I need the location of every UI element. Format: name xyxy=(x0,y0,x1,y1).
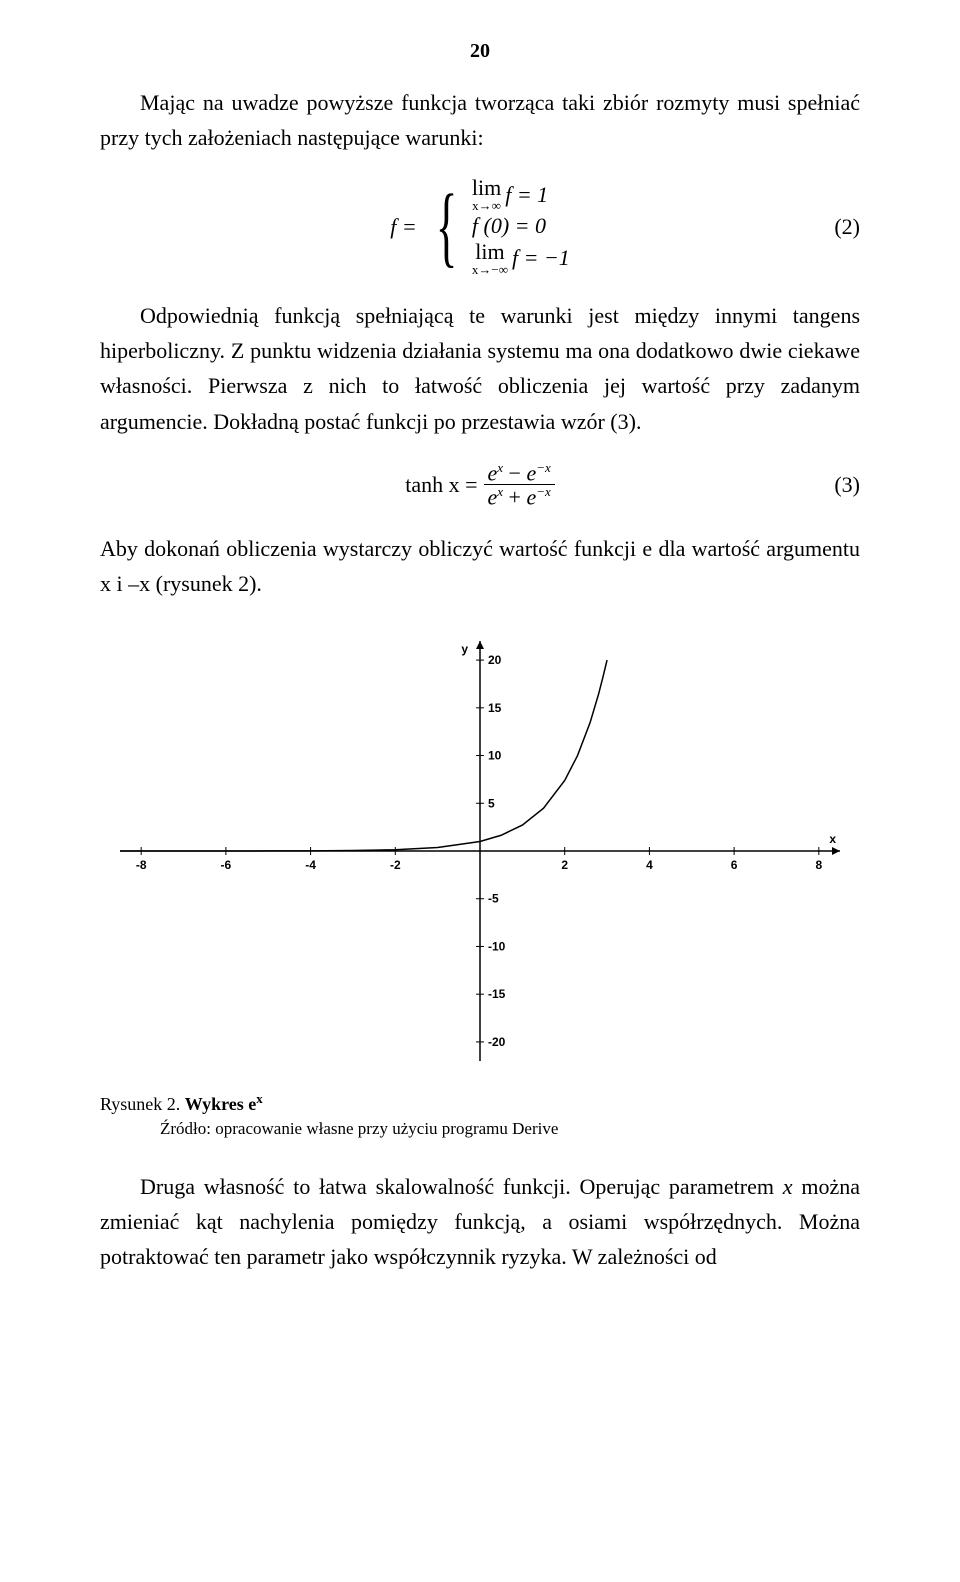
lim-word: lim xyxy=(475,241,504,263)
caption-source: Źródło: opracowanie własne przy użyciu p… xyxy=(160,1119,860,1139)
page-number: 20 xyxy=(100,40,860,63)
svg-text:15: 15 xyxy=(488,701,502,715)
svg-text:8: 8 xyxy=(815,858,822,872)
chart-svg: -8 -6 -4 -2 2 4 6 8 20 15 10 5 -5 -10 -15 -20 x y xyxy=(100,631,860,1071)
svg-text:-8: -8 xyxy=(136,858,147,872)
figure-caption: Rysunek 2. Wykres ex Źródło: opracowanie… xyxy=(100,1091,860,1139)
equation-3: tanh x = ex − e−x ex + e−x (3) xyxy=(100,461,860,509)
svg-text:-2: -2 xyxy=(390,858,401,872)
frac-num-e2: e xyxy=(526,460,536,485)
lim-word: lim xyxy=(472,177,501,199)
svg-text:y: y xyxy=(461,642,468,656)
lim-sub: x→−∞ xyxy=(472,263,508,276)
svg-text:6: 6 xyxy=(731,858,738,872)
frac-den-sup2: −x xyxy=(536,484,551,499)
caption-sup: x xyxy=(256,1091,263,1106)
svg-text:5: 5 xyxy=(488,796,495,810)
svg-text:-15: -15 xyxy=(488,987,506,1001)
frac-minus: − xyxy=(503,460,526,485)
svg-text:2: 2 xyxy=(561,858,568,872)
svg-text:10: 10 xyxy=(488,748,502,762)
lim-sub: x→∞ xyxy=(472,199,501,212)
figure-exp-chart: -8 -6 -4 -2 2 4 6 8 20 15 10 5 -5 -10 -15 -20 x y xyxy=(100,631,860,1071)
paragraph-2: Odpowiednią funkcją spełniającą te warun… xyxy=(100,298,860,439)
paragraph-1: Mając na uwadze powyższe funkcja tworząc… xyxy=(100,85,860,155)
para4-a: Druga własność to łatwa skalowalność fun… xyxy=(140,1174,783,1199)
eq-mid: f (0) = 0 xyxy=(472,212,546,241)
frac-plus: + xyxy=(503,484,526,509)
svg-text:-5: -5 xyxy=(488,892,499,906)
frac-num-sup2: −x xyxy=(536,460,551,475)
lim-rhs: f = −1 xyxy=(512,244,570,273)
svg-text:-10: -10 xyxy=(488,939,506,953)
svg-text:x: x xyxy=(829,832,836,846)
brace-icon: { xyxy=(435,182,457,272)
equation-number: (2) xyxy=(834,214,860,240)
paragraph-3: Aby dokonań obliczenia wystarczy obliczy… xyxy=(100,531,860,601)
equation-number: (3) xyxy=(834,472,860,498)
svg-text:-6: -6 xyxy=(221,858,232,872)
svg-text:4: 4 xyxy=(646,858,653,872)
caption-label: Rysunek 2. xyxy=(100,1094,185,1114)
frac-num-e1: e xyxy=(488,460,498,485)
eq3-lhs: tanh x = xyxy=(405,472,477,498)
para4-ital: x xyxy=(783,1174,793,1199)
eq2-lhs: f = xyxy=(390,214,416,240)
paragraph-4: Druga własność to łatwa skalowalność fun… xyxy=(100,1169,860,1275)
lim-rhs: f = 1 xyxy=(505,181,548,210)
caption-bold: Wykres e xyxy=(185,1094,257,1114)
svg-text:-20: -20 xyxy=(488,1035,506,1049)
frac-den-e1: e xyxy=(488,484,498,509)
svg-text:20: 20 xyxy=(488,653,502,667)
equation-2: f = { lim x→∞ f = 1 f (0) = 0 lim x→−∞ xyxy=(100,177,860,276)
frac-den-e2: e xyxy=(526,484,536,509)
svg-text:-4: -4 xyxy=(305,858,316,872)
